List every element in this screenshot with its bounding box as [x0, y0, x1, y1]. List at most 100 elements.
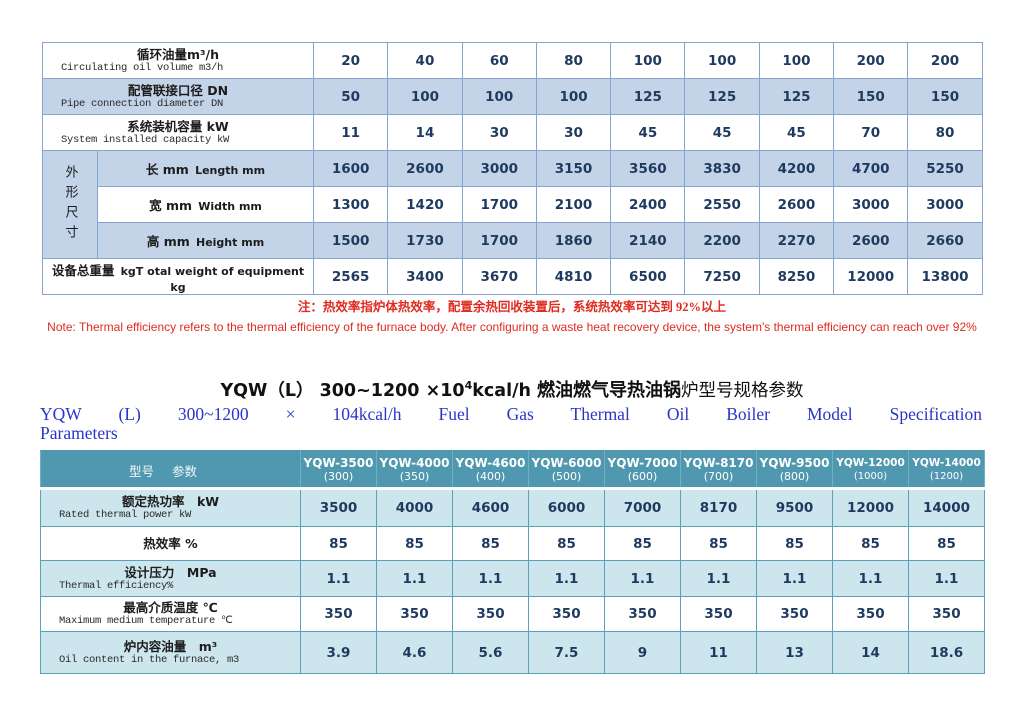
- value-cell: 7000: [604, 488, 681, 527]
- column-capacity: (1200): [929, 470, 964, 482]
- label-en: Pipe connection diameter DN: [61, 97, 224, 110]
- value-cell: 2565: [312, 258, 389, 295]
- value-cell: 12000: [832, 488, 909, 527]
- value-cell: 3830: [684, 150, 760, 187]
- value-cell: 1860: [535, 222, 612, 259]
- value-cell: 3670: [461, 258, 537, 295]
- value-cell: 85: [832, 526, 909, 561]
- column-model: YQW-6000: [531, 455, 602, 470]
- column-header: YQW-8170 (700): [680, 450, 757, 490]
- value-cell: 100: [610, 42, 686, 79]
- value-cell: 1.1: [604, 560, 681, 597]
- table-row: 热效率 % 85 85 85 85 85 85 85 85 85: [40, 526, 985, 561]
- value-cell: 1420: [387, 186, 463, 223]
- label-zh: 循环油量m³/h: [137, 46, 219, 62]
- value-cell: 9500: [756, 488, 833, 527]
- value-cell: 3400: [387, 258, 463, 295]
- column-header: YQW-9500 (800): [756, 450, 833, 490]
- label-zh: 额定热功率 kW: [121, 494, 220, 509]
- value-cell: 11: [312, 114, 389, 151]
- title-zh-mid: kcal/h: [472, 381, 538, 401]
- value-cell: 1.1: [756, 560, 833, 597]
- label-en: System installed capacity kW: [61, 133, 230, 146]
- value-cell: 6000: [528, 488, 605, 527]
- value-cell: 7250: [684, 258, 760, 295]
- label-zh-vertical: 外形尺寸: [62, 164, 78, 245]
- column-capacity: (400): [475, 469, 506, 483]
- corner-label-parameter: 参数: [172, 464, 198, 479]
- table2-header-row: 型号 参数 YQW-3500 (300) YQW-4000 (350) YQW-4600…: [40, 450, 985, 490]
- value-cell: 125: [684, 78, 760, 115]
- value-cell: 200: [833, 42, 909, 79]
- table-row: 设备总重量 kgT otal weight of equipment kg 256…: [42, 258, 983, 295]
- table-row: 外形尺寸长 mm Length mm 1600 2600 3000 3150 3560 38…: [42, 150, 983, 259]
- title-zh-sup: 4: [464, 379, 473, 393]
- column-header: YQW-7000 (600): [604, 450, 681, 490]
- label-en: Oil content in the furnace, m3: [59, 653, 240, 666]
- value-cell: 85: [376, 526, 453, 561]
- table-row: 设计压力 MPa Thermal efficiency% 1.1 1.1 1.1 1.1 1…: [40, 560, 985, 597]
- value-cell: 100: [758, 42, 835, 79]
- value-cell: 2600: [833, 222, 909, 259]
- value-cell: 8250: [758, 258, 835, 295]
- table-row: 系统装机容量 kW System installed capacity kW 11 1…: [42, 114, 983, 151]
- value-cell: 14000: [908, 488, 985, 527]
- value-cell: 2600: [758, 186, 835, 223]
- value-cell: 2660: [907, 222, 983, 259]
- column-model: YQW-4000: [379, 455, 450, 470]
- value-cell: 1.1: [452, 560, 529, 597]
- label-zh: 系统装机容量 kW: [127, 118, 229, 134]
- value-cell: 150: [833, 78, 909, 115]
- value-cell: 20: [312, 42, 389, 79]
- value-cell: 350: [452, 596, 529, 632]
- value-cell: 40: [387, 42, 463, 79]
- upper-spec-table: 循环油量m³/h Circulating oil volume m3/h 20 40 6…: [42, 42, 983, 295]
- value-cell: 2600: [387, 150, 463, 187]
- label-en: kgT otal weight of equipment kg: [120, 264, 305, 294]
- label-zh: 最高介质温度 ℃: [123, 600, 218, 615]
- column-model: YQW-9500: [759, 455, 830, 470]
- value-cell: 350: [528, 596, 605, 632]
- value-cell: 12000: [833, 258, 909, 295]
- value-cell: 200: [907, 42, 983, 79]
- note-zh: 注：热效率指炉体热效率，配置余热回收装置后，系统热效率可达到 92%以上: [297, 300, 727, 314]
- column-header: YQW-4600 (400): [452, 450, 529, 490]
- value-cell: 85: [908, 526, 985, 561]
- row-label-total-weight: 设备总重量 kgT otal weight of equipment kg: [42, 258, 314, 295]
- value-cell: 4700: [833, 150, 909, 187]
- value-cell: 150: [907, 78, 983, 115]
- value-cell: 6500: [610, 258, 686, 295]
- value-cell: 30: [535, 114, 612, 151]
- label-en: Thermal efficiency%: [59, 579, 174, 592]
- value-cell: 5250: [907, 150, 983, 187]
- value-cell: 2270: [758, 222, 835, 259]
- value-cell: 70: [833, 114, 909, 151]
- value-cell: 100: [387, 78, 463, 115]
- row-label: 设计压力 MPa Thermal efficiency%: [40, 560, 301, 597]
- value-cell: 45: [758, 114, 835, 151]
- row-label: 炉内容油量 m³ Oil content in the furnace, m3: [40, 631, 301, 674]
- value-cell: 14: [832, 631, 909, 674]
- value-cell: 1300: [312, 186, 389, 223]
- value-cell: 4000: [376, 488, 453, 527]
- value-cell: 4200: [758, 150, 835, 187]
- value-cell: 125: [610, 78, 686, 115]
- value-cell: 3.9: [300, 631, 377, 674]
- value-cell: 1.1: [376, 560, 453, 597]
- value-cell: 13: [756, 631, 833, 674]
- column-capacity: (600): [627, 469, 658, 483]
- value-cell: 85: [300, 526, 377, 561]
- value-cell: 1.1: [908, 560, 985, 597]
- value-cell: 1700: [461, 222, 537, 259]
- value-cell: 1600: [312, 150, 389, 187]
- column-model: YQW-3500: [303, 455, 374, 470]
- column-model: YQW-8170: [683, 455, 754, 470]
- value-cell: 3560: [610, 150, 686, 187]
- row-label: 高 mm Height mm: [97, 222, 314, 259]
- value-cell: 7.5: [528, 631, 605, 674]
- value-cell: 85: [452, 526, 529, 561]
- value-cell: 80: [535, 42, 612, 79]
- title-zh-bold: 燃油燃气导热油锅: [537, 380, 682, 401]
- value-cell: 85: [756, 526, 833, 561]
